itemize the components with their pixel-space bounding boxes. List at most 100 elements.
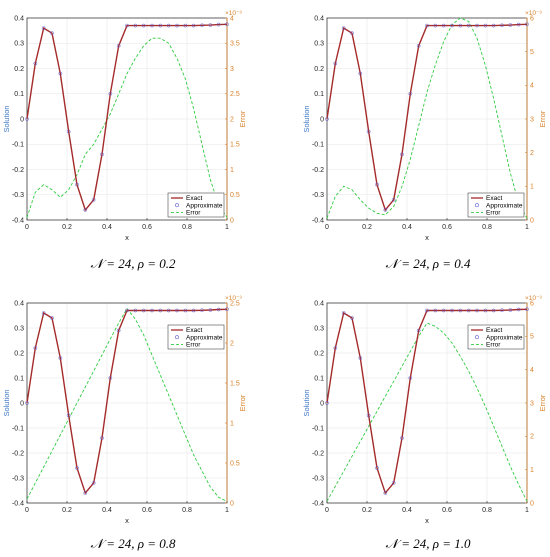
x-tick-label: 0.6 [142,507,152,514]
x-tick-label: 0.6 [142,224,152,231]
y-left-tick-label: -0.4 [12,217,24,224]
approximate-point [66,413,71,418]
y-left-tick-label: -0.3 [12,192,24,199]
series-error-line [26,37,228,218]
legend-swatch-approximate [475,203,479,208]
chart-panel-1: 0 0.2 0.4 0.6 0.8 1 -0.4 -0.3 -0.2 -0.1 0 0.1 0.2 0.3… [2,10,247,271]
y-right-tick-label: 4 [530,83,534,90]
panel-caption: 𝒩 = 24, ρ = 0.2 [91,256,176,271]
approximate-point [441,23,446,28]
y-right-tick-label: 0.5 [230,192,240,199]
approximate-point [325,117,329,121]
x-tick-label: 0 [25,507,29,514]
legend-label: Error [186,342,201,349]
series-approximate-markers [25,22,229,212]
legend-box [467,192,525,218]
y-right-tick-label: 5 [530,49,534,56]
y-left-tick-label: 0.2 [314,350,324,357]
approximate-point [75,466,79,470]
y-left-tick-label: -0.3 [12,475,24,482]
approximate-point [66,129,71,134]
y-right-tick-label: 6 [530,15,534,22]
approximate-point [408,91,413,96]
y-left-axis-label: Solution [2,389,11,416]
approximate-point [450,308,454,313]
legend-label: Error [186,210,201,217]
approximate-point [183,308,188,313]
y-left-tick-label: 0.2 [314,66,324,73]
y-left-tick-label: -0.1 [12,142,24,149]
x-tick-label: 0.8 [182,507,192,514]
approximate-point [100,152,104,157]
y-right-tick-label: 0 [230,500,234,507]
right-axis-exponent: ×10⁻³ [225,295,242,302]
approximate-point [400,436,404,440]
approximate-point [458,23,463,28]
x-tick-label: 0.2 [362,507,372,514]
legend-label: Exact [186,327,202,334]
approximate-point [475,308,479,313]
approximate-point [150,308,154,313]
series-exact-line [326,23,528,212]
y-right-tick-label: 5 [530,334,534,341]
approximate-point [466,308,471,313]
legend-label: Exact [486,327,502,334]
y-right-tick-label: 2 [530,434,534,441]
approximate-point [83,208,88,212]
x-tick-label: 0.8 [182,224,192,231]
x-tick-label: 0.8 [482,224,492,231]
approximate-point [400,152,404,157]
approximate-point [225,307,229,312]
approximate-point [516,22,521,27]
approximate-point [91,481,96,485]
series-approximate-markers [25,307,229,495]
approximate-point [483,23,488,28]
y-left-tick-label: 0.1 [314,91,324,98]
approximate-point [391,197,396,202]
approximate-point [425,23,429,28]
approximate-point [366,129,371,134]
approximate-point [425,308,429,313]
approximate-point [200,23,204,28]
y-left-tick-label: 0.3 [314,41,324,48]
approximate-point [33,61,38,66]
y-right-tick-label: 1 [530,184,534,191]
y-left-axis-label: Solution [2,105,11,132]
legend-label: Approximate [186,202,223,209]
legend-label: Exact [486,195,502,202]
approximate-point [341,26,346,30]
y-left-tick-label: 0 [20,116,24,123]
y-right-tick-label: 0 [230,217,234,224]
x-tick-label: 0.4 [402,224,412,231]
y-left-tick-label: 0.4 [14,300,24,307]
x-tick-label: 1 [225,224,229,231]
x-tick-label: 0.6 [442,507,452,514]
approximate-point [191,23,196,28]
approximate-point [116,328,121,333]
approximate-point [25,401,29,405]
x-tick-label: 0.6 [442,224,452,231]
approximate-point [141,308,146,313]
approximate-point [525,22,529,27]
x-tick-label: 1 [525,507,529,514]
y-left-tick-label: -0.2 [312,167,324,174]
legend-label: Approximate [486,202,523,209]
approximate-point [108,376,113,380]
y-right-tick-label: 4 [530,367,534,374]
y-right-axis-label: Error [538,110,547,127]
x-tick-label: 0 [325,507,329,514]
approximate-point [366,413,371,418]
approximate-point [41,311,46,315]
approximate-point [433,308,438,313]
y-left-tick-label: -0.4 [12,500,24,507]
approximate-point [358,356,363,360]
approximate-point [450,23,454,28]
approximate-point [50,31,54,36]
approximate-point [333,61,338,66]
approximate-point [433,23,438,28]
x-tick-label: 1 [225,507,229,514]
approximate-point [516,307,521,312]
x-axis-label: x [125,233,129,242]
